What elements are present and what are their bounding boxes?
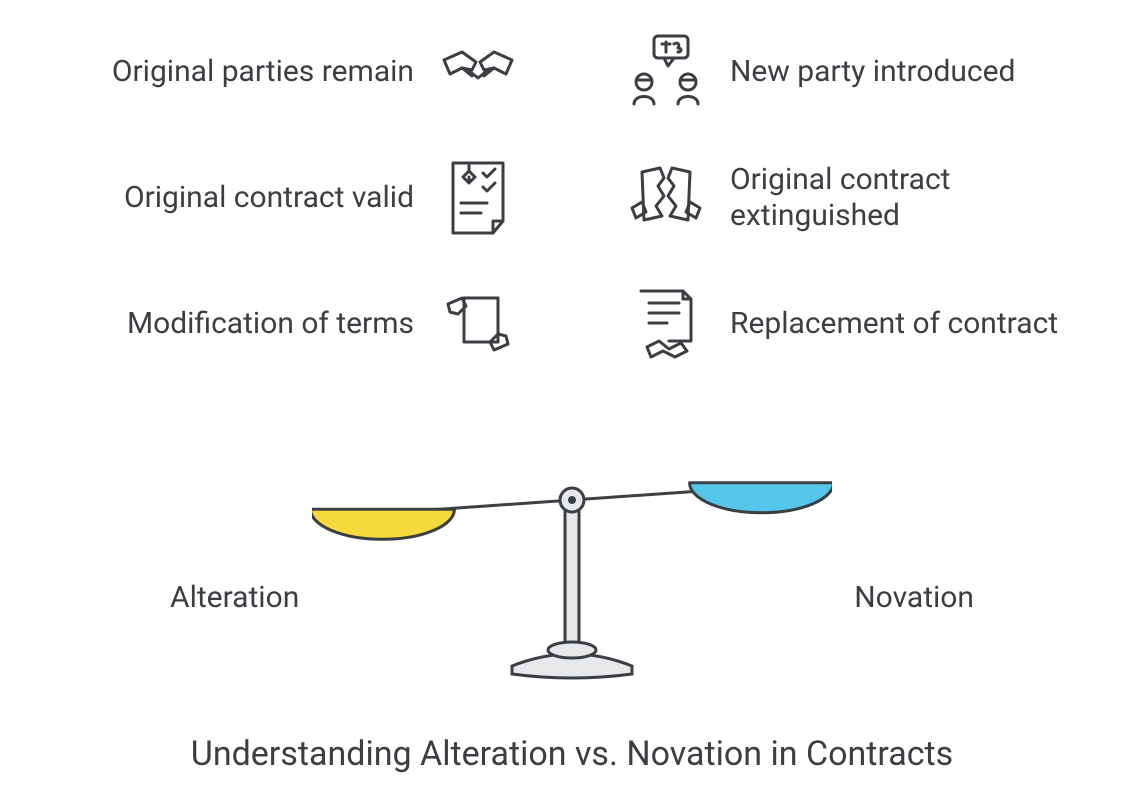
- balance-scale: [312, 380, 832, 690]
- list-item: Original contract valid: [50, 156, 520, 240]
- right-column: New party introduced Original contract e…: [624, 30, 1094, 366]
- list-item: Modification of terms: [50, 282, 520, 366]
- list-item: Replacement of contract: [624, 282, 1094, 366]
- columns: Original parties remain Original contrac…: [0, 0, 1144, 366]
- list-item: Original contract extinguished: [624, 156, 1094, 240]
- torn-document-icon: [624, 156, 708, 240]
- item-label: Original contract extinguished: [730, 162, 1094, 234]
- infographic-container: Original parties remain Original contrac…: [0, 0, 1144, 812]
- handshake-icon: [436, 30, 520, 114]
- left-column: Original parties remain Original contrac…: [50, 30, 520, 366]
- item-label: New party introduced: [730, 54, 1015, 90]
- list-item: New party introduced: [624, 30, 1094, 114]
- item-label: Original parties remain: [112, 54, 414, 90]
- right-side-label: Novation: [854, 580, 974, 615]
- new-party-icon: [624, 30, 708, 114]
- edit-document-icon: [436, 282, 520, 366]
- item-label: Modification of terms: [127, 306, 414, 342]
- replacement-contract-icon: [624, 282, 708, 366]
- left-side-label: Alteration: [170, 580, 299, 615]
- page-title: Understanding Alteration vs. Novation in…: [0, 734, 1144, 774]
- side-labels: Alteration Novation: [0, 580, 1144, 615]
- item-label: Replacement of contract: [730, 306, 1058, 342]
- item-label: Original contract valid: [124, 180, 414, 216]
- document-check-icon: [436, 156, 520, 240]
- list-item: Original parties remain: [50, 30, 520, 114]
